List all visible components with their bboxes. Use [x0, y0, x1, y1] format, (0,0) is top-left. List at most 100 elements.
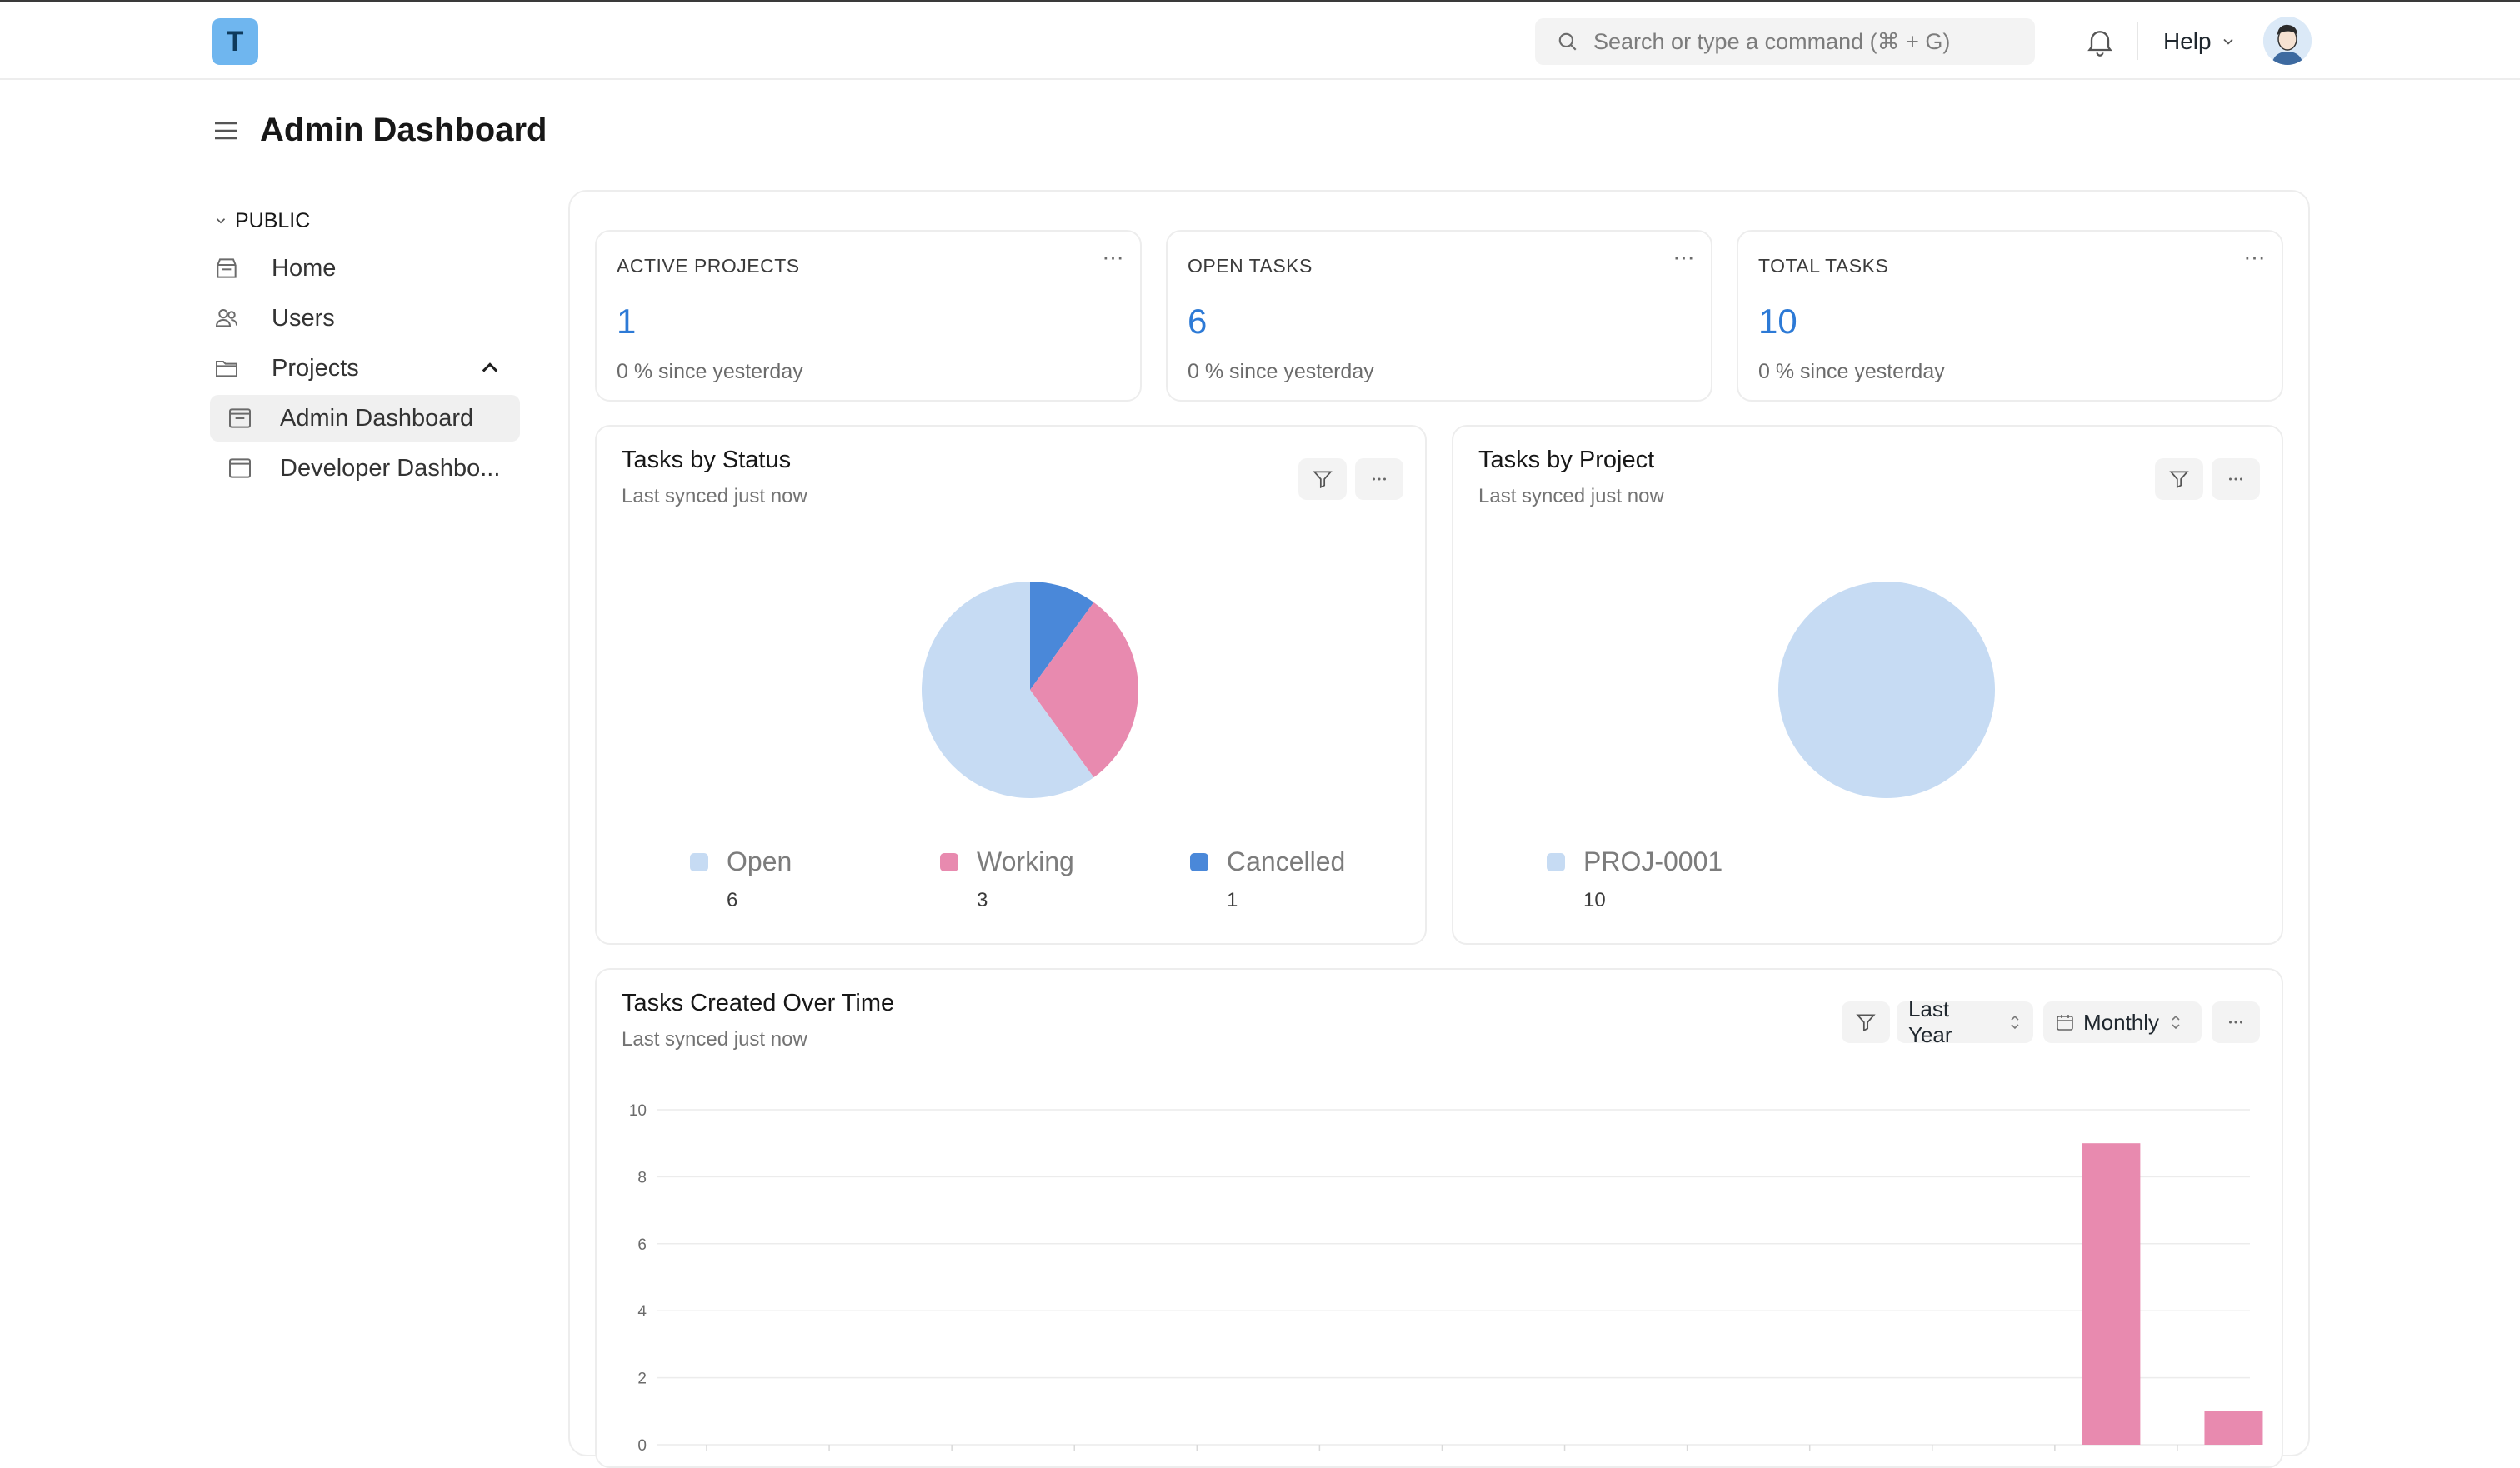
card-menu-button[interactable]: ⋯ — [1669, 253, 1699, 270]
chart-title: Tasks by Project — [1478, 447, 1654, 474]
time-range-select[interactable]: Last Year — [1897, 1001, 2033, 1043]
pie-chart-project — [1777, 580, 1997, 800]
filter-icon — [1312, 468, 1333, 490]
y-tick-label: 6 — [638, 1236, 647, 1254]
card-menu-button[interactable]: ⋯ — [2240, 253, 2270, 270]
filter-button[interactable] — [1298, 458, 1347, 500]
y-tick-label: 10 — [629, 1102, 647, 1120]
legend-value: 3 — [977, 889, 1074, 912]
sidebar-item-home[interactable]: Home — [210, 245, 520, 292]
legend-item-open: Open 6 — [690, 846, 792, 912]
help-dropdown[interactable]: Help — [2163, 25, 2237, 58]
search-icon — [1557, 31, 1578, 52]
legend-value: 10 — [1583, 889, 1722, 912]
sidebar-section-toggle[interactable]: PUBLIC — [210, 200, 520, 242]
chevron-down-icon — [2220, 33, 2237, 50]
chart-card-tasks-by-project: Tasks by Project Last synced just now PR… — [1452, 425, 2283, 945]
home-icon — [213, 255, 240, 282]
pie-chart-status — [920, 580, 1140, 800]
number-card-subtitle: 0 % since yesterday — [1758, 360, 1945, 384]
number-card-label: ACTIVE PROJECTS — [617, 255, 800, 277]
more-horizontal-icon — [2225, 468, 2247, 490]
number-card-label: TOTAL TASKS — [1758, 255, 1888, 277]
sidebar-item-label: Home — [272, 255, 336, 282]
chart-card-tasks-over-time: Tasks Created Over Time Last synced just… — [595, 968, 2283, 1468]
chart-menu-button[interactable] — [2212, 1001, 2260, 1043]
bar-m13[interactable] — [2204, 1411, 2262, 1445]
legend-item-proj-0001: PROJ-0001 10 — [1547, 846, 1722, 912]
pie-slice-proj-0001[interactable] — [1778, 582, 1995, 798]
sidebar-item-label: Admin Dashboard — [280, 405, 473, 432]
bar-m12[interactable] — [2082, 1143, 2140, 1445]
chart-subtitle: Last synced just now — [1478, 485, 1664, 508]
sidebar: PUBLIC Home Users Projects Admin Dashboa… — [210, 200, 520, 492]
sidebar-item-projects[interactable]: Projects — [210, 345, 520, 392]
legend-value: 6 — [727, 889, 792, 912]
chart-menu-button[interactable] — [1355, 458, 1403, 500]
number-card-subtitle: 0 % since yesterday — [1188, 360, 1374, 384]
menu-icon — [213, 118, 238, 143]
legend-label: Working — [977, 846, 1074, 877]
page-title: Admin Dashboard — [260, 112, 547, 149]
chart-title: Tasks Created Over Time — [622, 990, 894, 1017]
avatar-illustration-icon — [2263, 17, 2312, 65]
time-interval-select[interactable]: Monthly — [2043, 1001, 2202, 1043]
calendar-icon — [2055, 1012, 2075, 1032]
chart-menu-button[interactable] — [2212, 458, 2260, 500]
chart-subtitle: Last synced just now — [622, 1028, 808, 1051]
top-navbar — [0, 0, 2520, 80]
app-logo[interactable]: T — [212, 18, 258, 65]
more-horizontal-icon — [2225, 1011, 2247, 1033]
legend-swatch — [690, 853, 708, 871]
filter-icon — [2168, 468, 2190, 490]
legend-swatch — [940, 853, 958, 871]
legend-swatch — [1547, 853, 1565, 871]
search-placeholder: Search or type a command (⌘ + G) — [1593, 29, 1950, 55]
number-card-value: 10 — [1758, 302, 1798, 342]
chevron-up-icon[interactable] — [478, 357, 502, 380]
dashboard-icon — [227, 405, 253, 432]
search-bar[interactable]: Search or type a command (⌘ + G) — [1535, 18, 2035, 65]
number-card-value: 1 — [617, 302, 636, 342]
chart-subtitle: Last synced just now — [622, 485, 808, 508]
sort-arrows-icon — [2169, 1013, 2182, 1031]
number-card-value: 6 — [1188, 302, 1207, 342]
y-tick-label: 2 — [638, 1371, 647, 1388]
filter-icon — [1855, 1011, 1877, 1033]
sidebar-item-admin-dashboard[interactable]: Admin Dashboard — [210, 395, 520, 442]
number-card-open-tasks: OPEN TASKS ⋯ 6 0 % since yesterday — [1166, 230, 1712, 402]
chevron-down-icon — [213, 213, 228, 228]
legend-label: Open — [727, 846, 792, 877]
sort-arrows-icon — [2008, 1013, 2022, 1031]
legend-label: Cancelled — [1227, 846, 1345, 877]
folder-icon — [213, 355, 240, 382]
time-range-value: Last Year — [1908, 996, 1998, 1048]
chart-card-tasks-by-status: Tasks by Status Last synced just now Ope… — [595, 425, 1427, 945]
chart-title: Tasks by Status — [622, 447, 791, 474]
user-avatar[interactable] — [2263, 17, 2312, 65]
filter-button[interactable] — [2155, 458, 2203, 500]
filter-button[interactable] — [1842, 1001, 1890, 1043]
legend-label: PROJ-0001 — [1583, 846, 1722, 877]
dashboard-icon — [227, 455, 253, 482]
sidebar-item-users[interactable]: Users — [210, 295, 520, 342]
y-tick-label: 4 — [638, 1303, 647, 1321]
notification-button[interactable] — [2083, 25, 2117, 58]
help-label: Help — [2163, 28, 2212, 55]
number-card-subtitle: 0 % since yesterday — [617, 360, 803, 384]
y-tick-label: 0 — [638, 1437, 647, 1455]
sidebar-item-label: Developer Dashbo... — [280, 455, 500, 482]
divider — [2137, 22, 2138, 60]
sidebar-section-label: PUBLIC — [235, 209, 310, 233]
legend-item-working: Working 3 — [940, 846, 1074, 912]
card-menu-button[interactable]: ⋯ — [1098, 253, 1128, 270]
bar-chart-tasks-over-time: 0 2 4 6 8 10 — [613, 1095, 2272, 1461]
number-card-label: OPEN TASKS — [1188, 255, 1312, 277]
time-interval-value: Monthly — [2083, 1010, 2159, 1036]
more-horizontal-icon — [1368, 468, 1390, 490]
legend-value: 1 — [1227, 889, 1345, 912]
users-icon — [213, 305, 240, 332]
y-tick-label: 8 — [638, 1169, 647, 1186]
sidebar-toggle-button[interactable] — [213, 118, 238, 143]
sidebar-item-developer-dashboard[interactable]: Developer Dashbo... — [210, 445, 520, 492]
